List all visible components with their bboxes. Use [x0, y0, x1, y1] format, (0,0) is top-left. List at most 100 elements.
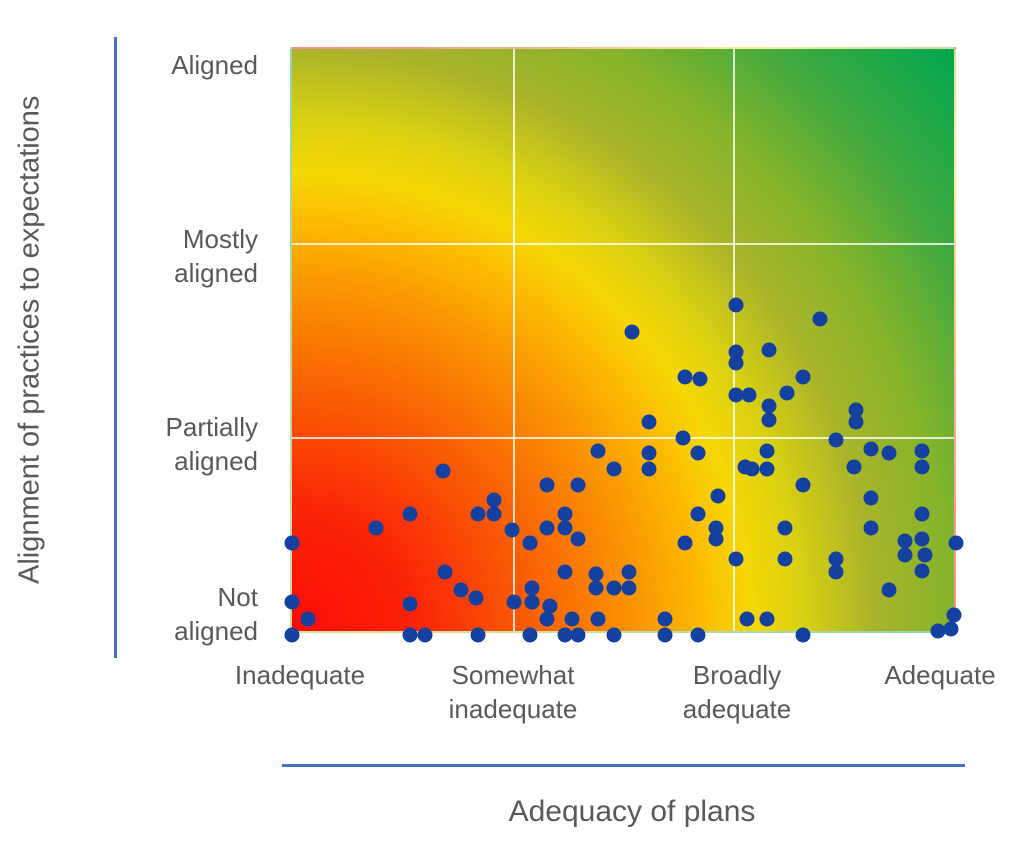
data-point: [621, 564, 637, 580]
data-point: [284, 535, 300, 551]
y-tick-label-partially-aligned: Partially aligned: [165, 412, 258, 476]
data-point: [848, 414, 864, 430]
data-point: [863, 490, 879, 506]
data-point: [486, 506, 502, 522]
plot-area: [284, 47, 964, 643]
data-point: [728, 297, 744, 313]
data-point: [437, 564, 453, 580]
data-point: [621, 580, 637, 596]
data-point: [453, 582, 469, 598]
data-point: [795, 627, 811, 643]
y-tick-label-not-aligned: Not aligned: [174, 582, 258, 646]
data-point: [728, 344, 744, 360]
x-tick-label-broadly-adequate: Broadly adequate: [682, 660, 792, 724]
data-point: [504, 522, 520, 538]
data-point: [761, 342, 777, 358]
data-point: [570, 627, 586, 643]
data-point: [657, 627, 673, 643]
data-point: [606, 580, 622, 596]
data-point: [539, 477, 555, 493]
data-point: [761, 398, 777, 414]
data-point: [948, 535, 964, 551]
x-tick-label-somewhat-inadequate: Somewhat inadequate: [448, 660, 578, 724]
data-point: [284, 627, 300, 643]
data-point: [506, 594, 522, 610]
data-point: [588, 566, 604, 582]
data-point: [914, 531, 930, 547]
data-point: [641, 414, 657, 430]
data-point: [470, 506, 486, 522]
data-point: [946, 607, 962, 623]
y-axis-line: [114, 37, 117, 658]
data-point: [570, 531, 586, 547]
data-point: [881, 445, 897, 461]
data-point: [564, 611, 580, 627]
data-point: [779, 385, 795, 401]
gridline-horizontal-1: [292, 242, 954, 245]
data-point: [728, 355, 744, 371]
data-point: [708, 520, 724, 536]
data-point: [690, 506, 706, 522]
data-point: [795, 369, 811, 385]
data-point: [284, 594, 300, 610]
data-point: [588, 580, 604, 596]
data-point: [828, 432, 844, 448]
data-point: [759, 461, 775, 477]
data-point: [557, 627, 573, 643]
data-point: [486, 492, 502, 508]
data-point: [542, 598, 558, 614]
data-point: [759, 443, 775, 459]
data-point: [708, 531, 724, 547]
data-point: [368, 520, 384, 536]
data-point: [524, 580, 540, 596]
data-point: [914, 459, 930, 475]
data-point: [657, 611, 673, 627]
data-point: [881, 582, 897, 598]
y-tick-label-aligned: Aligned: [171, 50, 258, 80]
data-point: [570, 477, 586, 493]
data-point: [690, 627, 706, 643]
data-point: [590, 611, 606, 627]
data-point: [812, 311, 828, 327]
data-point: [402, 506, 418, 522]
data-point: [828, 564, 844, 580]
data-point: [914, 506, 930, 522]
data-point: [863, 441, 879, 457]
data-point: [897, 533, 913, 549]
x-tick-label-inadequate: Inadequate: [234, 660, 366, 690]
data-point: [846, 459, 862, 475]
data-point: [606, 627, 622, 643]
data-point: [690, 445, 706, 461]
x-axis-title: Adequacy of plans: [508, 795, 756, 828]
gridline-vertical-2: [733, 49, 736, 631]
data-point: [777, 551, 793, 567]
gridline-horizontal-2: [292, 437, 954, 439]
data-point: [914, 563, 930, 579]
data-point: [728, 551, 744, 567]
x-axis-line: [282, 764, 965, 767]
data-point: [590, 443, 606, 459]
data-point: [435, 463, 451, 479]
data-point: [522, 535, 538, 551]
gridline-vertical-1: [512, 49, 515, 631]
data-point: [917, 547, 933, 563]
data-point: [848, 402, 864, 418]
data-point: [795, 477, 811, 493]
data-point: [777, 520, 793, 536]
data-point: [402, 596, 418, 612]
data-point: [300, 611, 316, 627]
data-point: [761, 412, 777, 428]
data-point: [728, 387, 744, 403]
data-point: [402, 627, 418, 643]
y-tick-label-mostly-aligned: Mostly aligned: [174, 224, 258, 288]
data-point: [524, 594, 540, 610]
data-point: [557, 520, 573, 536]
data-point: [641, 461, 657, 477]
data-point: [914, 443, 930, 459]
y-axis-title: Alignment of practices to expectations: [13, 95, 46, 585]
data-point: [710, 488, 726, 504]
data-point: [539, 611, 555, 627]
data-point: [863, 520, 879, 536]
data-point: [744, 461, 760, 477]
